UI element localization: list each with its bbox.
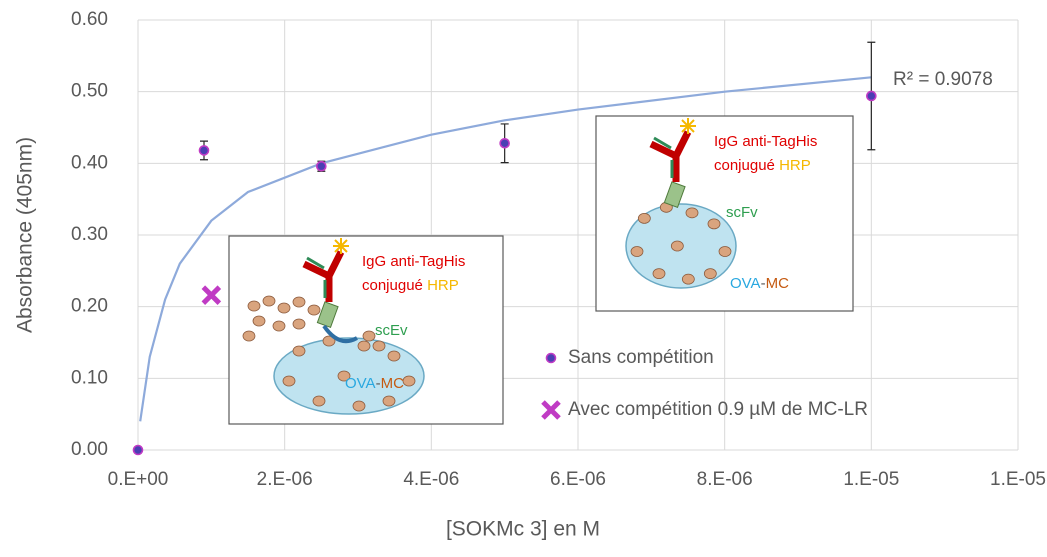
toxin-dot bbox=[630, 246, 644, 257]
x-tick-label: 4.E-06 bbox=[403, 469, 459, 490]
toxin-dot bbox=[357, 340, 371, 352]
inset-label: MC bbox=[381, 375, 404, 392]
free-toxin bbox=[292, 296, 306, 308]
y-tick-label: 0.30 bbox=[71, 224, 108, 245]
toxin-dot bbox=[670, 240, 684, 252]
free-toxin bbox=[252, 315, 266, 327]
toxin-dot bbox=[652, 268, 666, 280]
legend-label: Avec compétition 0.9 µM de MC-LR bbox=[568, 399, 868, 420]
scfv bbox=[316, 301, 339, 328]
y-tick-label: 0.60 bbox=[71, 9, 108, 30]
toxin-dot bbox=[312, 395, 326, 407]
toxin-dot bbox=[292, 345, 306, 357]
inset-label: HRP bbox=[779, 157, 811, 174]
toxin-dot bbox=[703, 268, 717, 280]
inset-label: MC bbox=[766, 275, 789, 292]
inset-label: conjugué bbox=[714, 157, 775, 174]
toxin-dot bbox=[718, 246, 732, 257]
free-toxin bbox=[262, 295, 276, 307]
toxin-dot bbox=[681, 273, 695, 285]
x-axis-title: [SOKMc 3] en M bbox=[446, 518, 600, 541]
inset-label: scEv bbox=[375, 322, 408, 339]
inset-label: OVA-MC bbox=[730, 275, 789, 292]
inset-label: scFv bbox=[726, 204, 758, 221]
inset-label: - bbox=[761, 275, 766, 292]
inset: IgG anti-TagHis conjugué HRP scEv OVA-MC bbox=[228, 235, 504, 425]
y-axis-title: Absorbance (405nm) bbox=[14, 137, 37, 333]
inset-label: conjugué bbox=[362, 277, 423, 294]
free-toxin bbox=[247, 300, 261, 312]
y-tick-label: 0.20 bbox=[71, 296, 108, 317]
y-tick-label: 0.40 bbox=[71, 152, 108, 173]
legend-marker bbox=[541, 400, 561, 420]
y-tick-label: 0.00 bbox=[71, 439, 108, 460]
inset-label: OVA bbox=[345, 375, 376, 392]
point bbox=[198, 145, 210, 156]
hrp-star bbox=[333, 238, 349, 254]
inset-label: conjugué HRP bbox=[714, 157, 811, 174]
free-toxin bbox=[272, 320, 286, 332]
antibody bbox=[649, 130, 692, 182]
y-tick-label: 0.10 bbox=[71, 367, 108, 388]
inset-label: - bbox=[376, 375, 381, 392]
x-tick-label: 1.E-05 bbox=[843, 469, 899, 490]
hrp-star bbox=[680, 118, 696, 134]
free-toxin bbox=[242, 330, 256, 342]
free-toxin bbox=[372, 340, 386, 352]
inset-label: HRP bbox=[427, 277, 459, 294]
toxin-dot bbox=[322, 335, 336, 347]
toxin-dot bbox=[387, 350, 401, 362]
x-tick-label: 0.E+00 bbox=[108, 469, 169, 490]
inset-frame bbox=[595, 115, 854, 312]
antibody-light bbox=[306, 256, 327, 298]
inset-label: IgG anti-TagHis bbox=[714, 133, 817, 150]
toxin-dot bbox=[707, 218, 721, 230]
toxin-dot bbox=[282, 375, 296, 387]
x-tick-label: 8.E-06 bbox=[697, 469, 753, 490]
point bbox=[499, 137, 510, 149]
x-tick-label: 2.E-06 bbox=[257, 469, 313, 490]
point bbox=[132, 444, 144, 456]
point bbox=[866, 90, 877, 102]
free-toxin bbox=[277, 302, 291, 314]
toxin-dot bbox=[637, 212, 651, 224]
free-toxin bbox=[292, 318, 306, 330]
inset-label: OVA bbox=[730, 275, 761, 292]
trendline-label: R² = 0.9078 bbox=[893, 69, 993, 90]
toxin-dot bbox=[402, 375, 416, 387]
toxin-dot bbox=[337, 370, 351, 382]
toxin-dot bbox=[685, 207, 699, 219]
free-toxin bbox=[362, 330, 376, 342]
scfv bbox=[663, 181, 686, 208]
x-tick-label: 1.E-05 bbox=[990, 469, 1046, 490]
y-tick-label: 0.50 bbox=[71, 81, 108, 102]
point bbox=[201, 285, 222, 305]
antibody-light bbox=[653, 136, 674, 178]
inset-label: IgG anti-TagHis bbox=[362, 253, 465, 270]
inset-label: conjugué HRP bbox=[362, 277, 459, 294]
inset-label: OVA-MC bbox=[345, 375, 404, 392]
toxin-dot bbox=[352, 400, 366, 412]
inset: IgG anti-TagHis conjugué HRP scFv OVA-MC bbox=[595, 115, 854, 312]
point bbox=[316, 160, 327, 172]
free-toxin bbox=[307, 304, 321, 316]
x-tick-label: 6.E-06 bbox=[550, 469, 606, 490]
release-arrow bbox=[322, 324, 358, 343]
legend-marker bbox=[545, 352, 557, 364]
toxin-dot bbox=[382, 395, 396, 407]
legend-label: Sans compétition bbox=[568, 347, 714, 368]
trendline bbox=[139, 76, 872, 422]
antibody bbox=[302, 250, 345, 302]
